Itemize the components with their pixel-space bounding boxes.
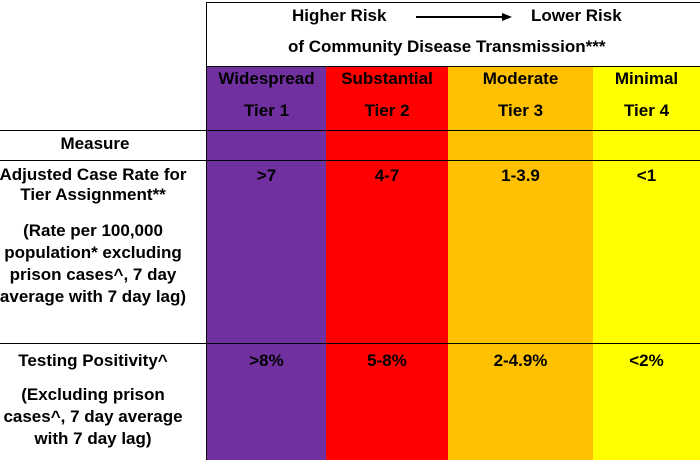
grid-line-top — [207, 2, 700, 3]
tier-1-case-rate: >7 — [256, 166, 277, 185]
tier-3-case-rate: 1-3.9 — [501, 166, 540, 185]
measure-header: Measure — [60, 134, 130, 153]
tier-3-label: Tier 3 — [497, 101, 544, 120]
tier-1-positivity: >8% — [249, 351, 284, 370]
header-subtitle: of Community Disease Transmission*** — [288, 37, 606, 56]
grid-line-left — [206, 2, 207, 460]
positivity-measure-note: (Excluding prison cases^, 7 day average … — [3, 385, 183, 448]
grid-line-measure-bottom — [0, 160, 700, 161]
grid-line-row-divider — [0, 343, 700, 344]
tier-1-label: Tier 1 — [243, 101, 290, 120]
tier-4-column — [593, 67, 700, 460]
tier-4-case-rate: <1 — [636, 166, 657, 185]
tier-4-positivity: <2% — [629, 351, 664, 370]
case-rate-measure-note: (Rate per 100,000 population* excluding … — [0, 221, 187, 306]
tier-3-name: Moderate — [482, 69, 559, 88]
tier-2-case-rate: 4-7 — [374, 166, 400, 185]
higher-risk-label: Higher Risk — [292, 6, 387, 25]
lower-risk-label: Lower Risk — [531, 6, 622, 25]
case-rate-measure-title: Adjusted Case Rate for Tier Assignment** — [0, 165, 187, 204]
tier-2-column — [326, 67, 448, 460]
tier-2-name: Substantial — [341, 69, 433, 88]
grid-line-measure-top — [0, 130, 700, 131]
tier-4-label: Tier 4 — [623, 101, 670, 120]
grid-line-header — [207, 66, 700, 67]
tier-4-name: Minimal — [614, 69, 679, 88]
positivity-measure-title: Testing Positivity^ — [18, 351, 168, 370]
tier-3-column — [448, 67, 593, 460]
tier-2-label: Tier 2 — [364, 101, 410, 120]
tier-1-column — [207, 67, 326, 460]
tier-2-positivity: 5-8% — [367, 351, 407, 370]
arrow-right-icon — [416, 13, 512, 21]
tier-1-name: Widespread — [218, 69, 315, 88]
tier-3-positivity: 2-4.9% — [493, 351, 548, 370]
